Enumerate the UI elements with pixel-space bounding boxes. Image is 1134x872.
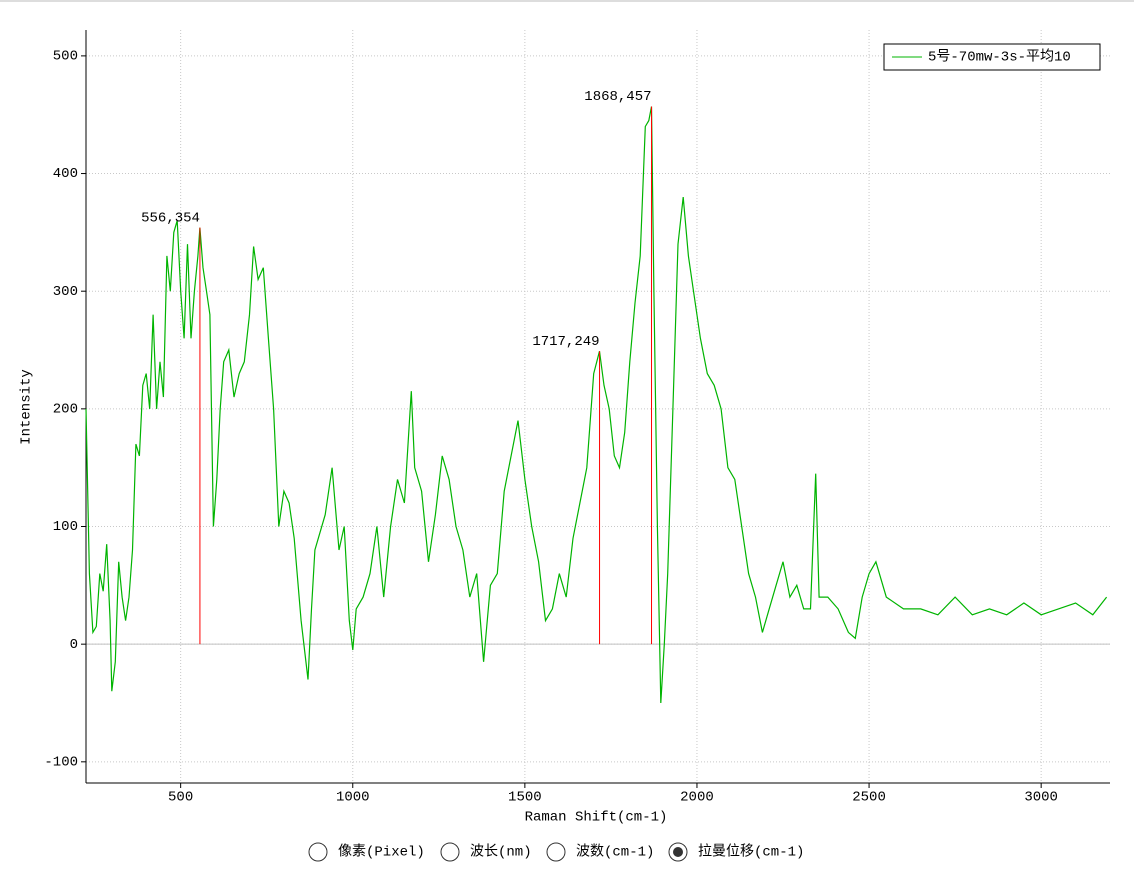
peak-label: 1717,249 [532,334,599,350]
y-tick-label: 500 [53,49,78,65]
legend-label: 5号-70mw-3s-平均10 [928,49,1071,66]
radio-button[interactable] [308,842,328,862]
x-tick-label: 2500 [852,790,886,806]
y-tick-label: 200 [53,402,78,418]
x-tick-label: 500 [168,790,193,806]
x-axis-label: Raman Shift(cm-1) [525,810,668,826]
radio-dot[interactable] [673,847,683,857]
y-tick-label: -100 [44,755,78,771]
x-tick-label: 2000 [680,790,714,806]
radio-label[interactable]: 拉曼位移(cm-1) [698,844,804,861]
x-tick-label: 1500 [508,790,542,806]
x-tick-label: 1000 [336,790,370,806]
y-tick-label: 0 [70,637,78,653]
y-axis-label: Intensity [19,369,35,445]
radio-button[interactable] [546,842,566,862]
peak-label: 1868,457 [584,89,651,105]
x-tick-label: 3000 [1024,790,1058,806]
y-tick-label: 100 [53,519,78,535]
radio-label[interactable]: 波长(nm) [470,844,532,861]
peak-label: 556,354 [141,210,200,226]
radio-button[interactable] [440,842,460,862]
y-tick-label: 400 [53,166,78,182]
data-line [85,106,1108,704]
y-tick-label: 300 [53,284,78,300]
radio-label[interactable]: 像素(Pixel) [338,844,425,861]
radio-label[interactable]: 波数(cm-1) [576,844,654,861]
